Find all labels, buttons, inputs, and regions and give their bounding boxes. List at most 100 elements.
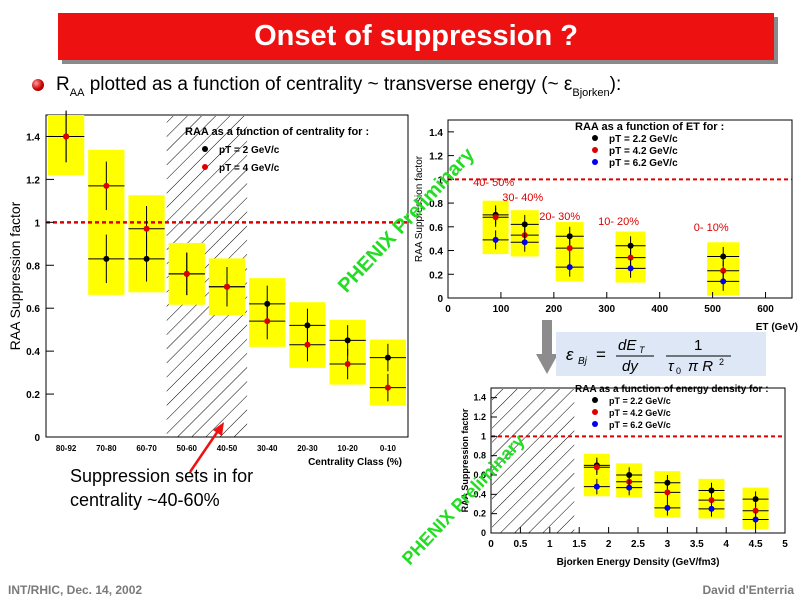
formula-box: ε Bj = dE T dy 1 τ 0 π R 2	[556, 332, 766, 376]
et-chart: 0 0.2 0.4 0.6 0.8 1 1.2 1.4 0 100 200 300 400 500 600 4…	[414, 119, 798, 333]
down-arrow-icon	[536, 320, 558, 381]
centrality-chart: 0 0.2 0.4 0.6 0.8 1 1.2 1.4 80-92 70-80 60-70 50-60…	[7, 110, 409, 468]
data-point	[708, 497, 715, 504]
x-tick-label: 20-30	[297, 444, 318, 453]
y-tick-label: 1.4	[473, 393, 486, 403]
x-tick-label: 0-10	[380, 444, 397, 453]
x-tick-label: 30-40	[257, 444, 278, 453]
point-label: 40- 50%	[473, 177, 514, 189]
y-tick-label: 1	[34, 218, 40, 229]
x-tick-label: 80-92	[56, 444, 77, 453]
legend-entry: pT = 6.2 GeV/c	[609, 158, 678, 169]
x-tick-label: 2	[606, 539, 612, 550]
x-tick-label: 0	[445, 304, 451, 315]
data-point	[664, 489, 671, 496]
legend-entry: pT = 2 GeV/c	[219, 145, 280, 156]
legend-title: RAA as a function of ET for :	[575, 121, 724, 133]
svg-text:T: T	[639, 345, 646, 355]
y-tick-label: 1	[437, 175, 443, 186]
y-tick-label: 0.4	[473, 489, 486, 499]
data-point	[264, 318, 271, 325]
x-tick-label: 1	[547, 539, 553, 550]
legend-marker	[202, 164, 208, 170]
x-tick-label: 2.5	[631, 539, 645, 550]
x-tick-label: 1.5	[572, 539, 586, 550]
data-point	[627, 242, 634, 249]
data-point	[593, 464, 600, 471]
energy-density-chart: 0 0.2 0.4 0.6 0.8 1 1.2 1.4 0 0.5 1 1.5 2 2.5 3 3.5 4 4.5…	[460, 384, 788, 568]
legend-entry: pT = 4.2 GeV/c	[609, 408, 671, 418]
data-point	[720, 253, 727, 260]
y-axis-label: RAA Suppression factor	[460, 408, 470, 512]
legend-title: RAA as a function of energy density for …	[575, 384, 769, 395]
point-label: 10- 20%	[598, 216, 639, 228]
data-point	[304, 341, 311, 348]
x-tick-label: 3.5	[690, 539, 704, 550]
data-point	[627, 265, 634, 272]
subtitle-end: ):	[609, 74, 622, 95]
data-point	[183, 270, 190, 277]
y-tick-label: 1.2	[473, 412, 486, 422]
legend-title: RAA as a function of centrality for :	[185, 126, 369, 138]
data-point	[63, 133, 70, 140]
x-tick-label: 4.5	[749, 539, 763, 550]
x-tick-label: 4	[723, 539, 729, 550]
data-point	[304, 322, 311, 329]
svg-text:τ: τ	[668, 358, 675, 375]
data-point	[224, 283, 230, 290]
y-tick-label: 0.4	[26, 347, 40, 358]
y-tick-label: 1.4	[429, 128, 443, 139]
data-point	[627, 254, 634, 261]
x-tick-label: 40-50	[217, 444, 238, 453]
x-tick-label: 300	[598, 304, 615, 315]
x-tick-label: 0	[488, 539, 494, 550]
subtitle-r: R	[56, 74, 70, 95]
data-point	[566, 245, 573, 252]
point-label: 0- 10%	[694, 222, 729, 234]
y-tick-label: 1.4	[26, 132, 40, 143]
y-tick-label: 0.6	[429, 223, 443, 234]
data-point	[521, 221, 528, 228]
svg-text:1: 1	[694, 337, 702, 354]
x-tick-label: 10-20	[337, 444, 358, 453]
data-point	[492, 236, 499, 243]
data-point	[492, 214, 499, 221]
data-point	[103, 255, 110, 262]
x-tick-label: 400	[651, 304, 668, 315]
data-point	[708, 505, 715, 512]
data-point	[344, 361, 351, 368]
data-point	[752, 496, 759, 503]
legend-marker	[202, 146, 208, 152]
legend-entry: pT = 4 GeV/c	[219, 163, 280, 174]
x-tick-label: 0.5	[513, 539, 527, 550]
x-tick-label: 500	[704, 304, 721, 315]
y-tick-label: 0	[437, 294, 443, 305]
legend-marker	[592, 409, 598, 415]
annotation-arrow-icon	[188, 422, 224, 473]
data-point	[143, 225, 150, 232]
svg-text:=: =	[596, 345, 606, 364]
y-tick-label: 0.2	[473, 509, 486, 519]
y-tick-label: 0.2	[26, 390, 40, 401]
data-point	[664, 504, 671, 511]
data-point	[143, 255, 150, 262]
bullet-icon	[32, 79, 44, 91]
y-tick-label: 0.6	[26, 304, 40, 315]
slide-title: Onset of suppression ?	[254, 20, 578, 52]
legend-marker	[592, 159, 598, 165]
annotation-text: Suppression sets in for centrality ~40-6…	[70, 466, 254, 510]
data-point	[720, 278, 727, 285]
data-point	[720, 267, 727, 274]
legend-entry: pT = 2.2 GeV/c	[609, 396, 671, 406]
y-tick-label: 0.4	[429, 247, 443, 258]
legend-marker	[592, 421, 598, 427]
x-tick-label: 100	[493, 304, 510, 315]
y-tick-label: 0.6	[473, 470, 486, 480]
y-tick-label: 0.2	[429, 270, 443, 281]
data-point	[593, 483, 600, 490]
hatched-region	[492, 389, 575, 533]
data-point	[566, 233, 573, 240]
x-tick-label: 60-70	[136, 444, 157, 453]
y-tick-label: 1	[481, 431, 486, 441]
y-tick-label: 0.8	[26, 261, 40, 272]
